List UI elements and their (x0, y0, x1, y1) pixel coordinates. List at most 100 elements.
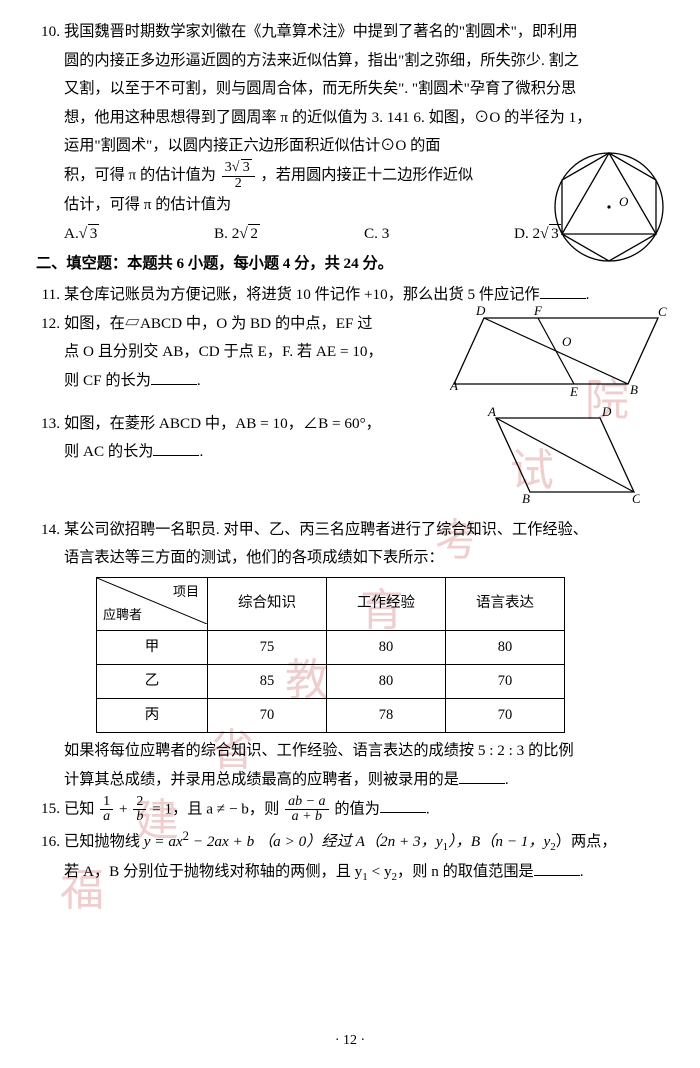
f13-A: A (487, 406, 496, 419)
q16-eq: y = ax (144, 833, 183, 850)
rad3a: 3 (241, 159, 252, 175)
r2c2: 80 (327, 664, 446, 698)
qnum-11: 11. (36, 281, 60, 310)
q15-post: 的值为 (334, 800, 380, 817)
blank-11 (540, 283, 586, 299)
f12-F: F (533, 304, 543, 318)
q16-l1b: − 2ax + b （a > 0）经过 A（2n + 3，y (189, 833, 443, 850)
col-3: 语言表达 (446, 577, 565, 630)
q13-l2: 则 AC 的长为 (64, 443, 153, 460)
page-number: · 12 · (0, 1028, 700, 1054)
diag-bot: 应聘者 (103, 603, 142, 627)
question-10: 10.我国魏晋时期数学家刘徽在《九章算术注》中提到了著名的"割圆术"，即利用 圆… (36, 18, 664, 248)
r1c2: 80 (327, 630, 446, 664)
r3c2: 78 (327, 699, 446, 733)
opt-a: A. 3 (64, 220, 214, 249)
f1n: 1 (100, 795, 113, 811)
q10-l2: 圆的内接正多边形逼近圆的方法来近似估算，指出"割之弥细，所失弥少. 割之 (36, 47, 664, 76)
exam-page: 福建省教育考试院 10.我国魏晋时期数学家刘徽在《九章算术注》中提到了著名的"割… (0, 0, 700, 1068)
f13-B: B (522, 491, 530, 506)
rad3b: 3 (88, 224, 100, 242)
question-13: 13.如图，在菱形 ABCD 中，AB = 10，∠B = 60°， 则 AC … (36, 410, 664, 516)
q14-l1: 某公司欲招聘一名职员. 对甲、乙、丙三名应聘者进行了综合知识、工作经验、 (64, 521, 588, 538)
frac-1a: 1a (100, 795, 113, 825)
f1d: a (100, 810, 113, 825)
question-15: 15.已知 1a + 2b = 1，且 a ≠ − b，则 ab − aa + … (36, 795, 664, 825)
q16-l2c: ，则 n 的取值范围是 (397, 863, 534, 880)
opt-b-lbl: B. 2 (214, 225, 239, 242)
fig-O: O (619, 194, 629, 209)
qnum-15: 15. (36, 795, 60, 824)
q10-l4: 想，他用这种思想得到了圆周率 π 的近似值为 3. 141 6. 如图，⊙O 的… (36, 104, 664, 133)
col-2: 工作经验 (327, 577, 446, 630)
q13-l1: 如图，在菱形 ABCD 中，AB = 10，∠B = 60°， (64, 415, 381, 432)
q12-l3: 则 CF 的长为 (64, 372, 151, 389)
q14-l4: 计算其总成绩，并录用总成绩最高的应聘者，则被录用的是 (64, 771, 459, 788)
question-14: 14.某公司欲招聘一名职员. 对甲、乙、丙三名应聘者进行了综合知识、工作经验、 … (36, 516, 664, 795)
qnum-14: 14. (36, 516, 60, 545)
r1-name: 甲 (97, 630, 208, 664)
table-row: 丙707870 (97, 699, 565, 733)
blank-13 (153, 440, 199, 456)
r3c1: 70 (208, 699, 327, 733)
q16-l2b: < y (368, 863, 392, 880)
f3d: a + b (285, 810, 328, 825)
q12-l1: 如图，在▱ABCD 中，O 为 BD 的中点，EF 过 (64, 315, 372, 332)
q10-l1: 我国魏晋时期数学家刘徽在《九章算术注》中提到了著名的"割圆术"，即利用 (64, 23, 578, 40)
q11-text: 某仓库记账员为方便记账，将进货 10 件记作 +10，那么出货 5 件应记作 (64, 286, 540, 303)
question-12: 12.如图，在▱ABCD 中，O 为 BD 的中点，EF 过 点 O 且分别交 … (36, 310, 664, 410)
q10-l3: 又割，以至于不可割，则与圆周合体，而无所失矣". "割圆术"孕育了微积分思 (36, 75, 664, 104)
q10-l6b: ，若用圆内接正十二边形作近似 (261, 167, 474, 184)
q16-l1d: ）两点， (556, 833, 617, 850)
plus: + (119, 800, 128, 817)
q16-l1c: ），B（n − 1，y (448, 833, 550, 850)
frac-3root3-2: 33 2 (222, 161, 255, 191)
question-16: 16.已知抛物线 y = ax2 − 2ax + b （a > 0）经过 A（2… (36, 825, 664, 887)
frac-2b: 2b (133, 795, 146, 825)
q13-figure: A D B C (456, 406, 640, 506)
rad2b: 2 (248, 224, 260, 242)
f13-C: C (632, 491, 640, 506)
f12-B: B (630, 382, 638, 397)
q10-figure: O (550, 148, 668, 266)
q12-figure: A B C D E F O (450, 304, 668, 400)
q14-table: 项目 应聘者 综合知识 工作经验 语言表达 甲758080 乙858070 丙7… (96, 577, 565, 734)
opt-c: C. 3 (364, 220, 514, 249)
r2c3: 70 (446, 664, 565, 698)
r3-name: 丙 (97, 699, 208, 733)
q14-l2: 语言表达等三方面的测试，他们的各项成绩如下表所示： (36, 544, 664, 573)
f2n: 2 (133, 795, 146, 811)
q10-l6a: 积，可得 π 的估计值为 (64, 167, 216, 184)
r3c3: 70 (446, 699, 565, 733)
col-1: 综合知识 (208, 577, 327, 630)
qnum-13: 13. (36, 410, 60, 439)
opt-a-lbl: A. (64, 225, 79, 242)
diag-header: 项目 应聘者 (97, 577, 208, 630)
blank-14 (459, 768, 505, 784)
f12-A: A (450, 378, 458, 393)
blank-16 (534, 860, 580, 876)
q15-pre: 已知 (64, 800, 94, 817)
opt-d-lbl: D. 2 (514, 225, 540, 242)
r1c3: 80 (446, 630, 565, 664)
blank-15 (380, 797, 426, 813)
diag-top: 项目 (173, 580, 199, 604)
f13-D: D (601, 406, 612, 419)
f2d: b (133, 810, 146, 825)
frac-ab: ab − aa + b (285, 795, 328, 825)
qnum-12: 12. (36, 310, 60, 339)
opt-b: B. 2 2 (214, 220, 364, 249)
blank-12 (151, 369, 197, 385)
r1c1: 75 (208, 630, 327, 664)
r2c1: 85 (208, 664, 327, 698)
frac-d: 2 (222, 177, 255, 192)
r2-name: 乙 (97, 664, 208, 698)
f12-O: O (562, 334, 572, 349)
f3n: ab − a (285, 795, 328, 811)
table-row: 乙858070 (97, 664, 565, 698)
q14-l3: 如果将每位应聘者的综合知识、工作经验、语言表达的成绩按 5 : 2 : 3 的比… (36, 737, 664, 766)
f12-C: C (658, 304, 667, 319)
q16-l2a: 若 A，B 分别位于抛物线对称轴的两侧，且 y (64, 863, 362, 880)
qnum-16: 16. (36, 828, 60, 857)
table-row: 甲758080 (97, 630, 565, 664)
